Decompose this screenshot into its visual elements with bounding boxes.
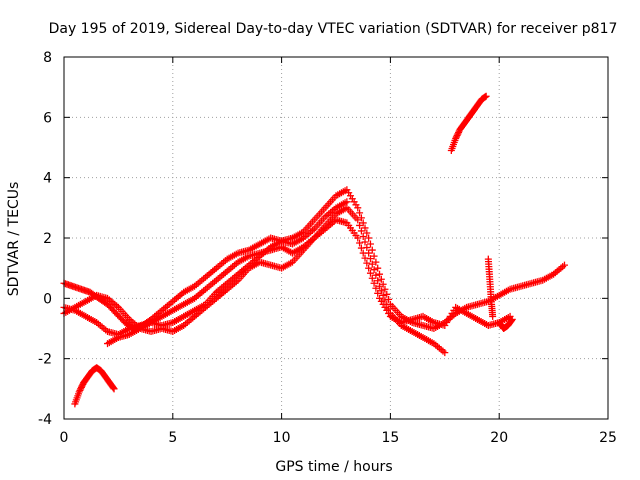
- series-spike-19-5: [484, 255, 497, 320]
- data-point: [372, 271, 380, 279]
- y-tick-label: 4: [43, 171, 52, 187]
- y-tick-label: 2: [43, 231, 52, 247]
- data-point: [354, 204, 362, 212]
- data-point: [359, 219, 367, 227]
- data-point: [368, 260, 376, 268]
- data-point: [109, 384, 117, 392]
- data-point: [77, 385, 85, 393]
- data-point: [78, 382, 86, 390]
- data-point: [359, 249, 367, 257]
- data-point: [363, 259, 371, 267]
- x-tick-label: 10: [273, 430, 291, 446]
- data-point: [560, 261, 568, 269]
- data-point: [370, 279, 378, 287]
- data-point: [370, 266, 378, 274]
- data-point: [370, 252, 378, 260]
- data-point: [377, 275, 385, 283]
- x-tick-label: 15: [381, 430, 399, 446]
- x-axis-label: GPS time / hours: [275, 459, 392, 475]
- series-track-d: [104, 198, 351, 348]
- data-point: [365, 234, 373, 242]
- data-point: [441, 349, 449, 357]
- y-tick-label: -2: [38, 352, 52, 368]
- x-tick-label: 25: [599, 430, 617, 446]
- data-point: [366, 269, 374, 277]
- data-point: [508, 315, 516, 323]
- data-point: [508, 316, 516, 324]
- data-point: [361, 224, 369, 232]
- data-point: [489, 312, 497, 320]
- data-point: [452, 134, 460, 142]
- axis-ticks: 0 5 10 15 20 25 -4 -2 0 2 4 6 8: [38, 50, 617, 446]
- data-point: [372, 258, 380, 266]
- data-point: [365, 264, 373, 272]
- data-point: [376, 282, 384, 290]
- series-high-arc: [447, 92, 490, 155]
- chart-title: Day 195 of 2019, Sidereal Day-to-day VTE…: [49, 21, 618, 37]
- data-point: [76, 386, 84, 394]
- plot-frame: [63, 56, 609, 420]
- data-point: [363, 229, 371, 237]
- grid-lines: [64, 57, 608, 419]
- data-point: [383, 290, 391, 298]
- data-point: [361, 238, 369, 246]
- data-point: [357, 244, 365, 252]
- data-point: [372, 284, 380, 292]
- data-point: [75, 388, 83, 396]
- data-point: [356, 221, 364, 229]
- data-point: [376, 270, 384, 278]
- y-tick-label: 8: [43, 50, 52, 66]
- data-point: [452, 133, 460, 141]
- data-point: [368, 274, 376, 282]
- data-point: [356, 209, 364, 217]
- data-point: [361, 254, 369, 262]
- data-point: [359, 232, 367, 240]
- data-point: [454, 130, 462, 138]
- series-dip-20: [495, 315, 516, 332]
- data-point: [366, 240, 374, 248]
- data-point: [381, 285, 389, 293]
- data-point: [77, 383, 85, 391]
- series-track-c: [60, 216, 514, 336]
- x-tick-label: 5: [168, 430, 177, 446]
- data-point: [455, 128, 463, 136]
- data-point: [379, 291, 387, 299]
- data-point: [374, 264, 382, 272]
- data-point: [482, 92, 490, 100]
- data-point: [354, 234, 362, 242]
- data-point: [368, 246, 376, 254]
- data-points: [60, 92, 568, 408]
- data-point: [357, 227, 365, 235]
- data-point: [374, 277, 382, 285]
- data-point: [356, 239, 364, 247]
- data-point: [110, 385, 118, 393]
- data-point: [374, 289, 382, 297]
- data-point: [343, 198, 351, 206]
- y-axis-label: SDTVAR / TECUs: [6, 182, 22, 297]
- x-tick-label: 20: [490, 430, 508, 446]
- data-point: [379, 280, 387, 288]
- data-point: [377, 287, 385, 295]
- data-point: [453, 131, 461, 139]
- y-tick-label: 6: [43, 110, 52, 126]
- series-low-arc: [71, 364, 118, 408]
- y-tick-label: 0: [43, 291, 52, 307]
- data-point: [354, 216, 362, 224]
- y-tick-label: -4: [38, 412, 52, 428]
- x-tick-label: 0: [60, 430, 69, 446]
- data-point: [381, 296, 389, 304]
